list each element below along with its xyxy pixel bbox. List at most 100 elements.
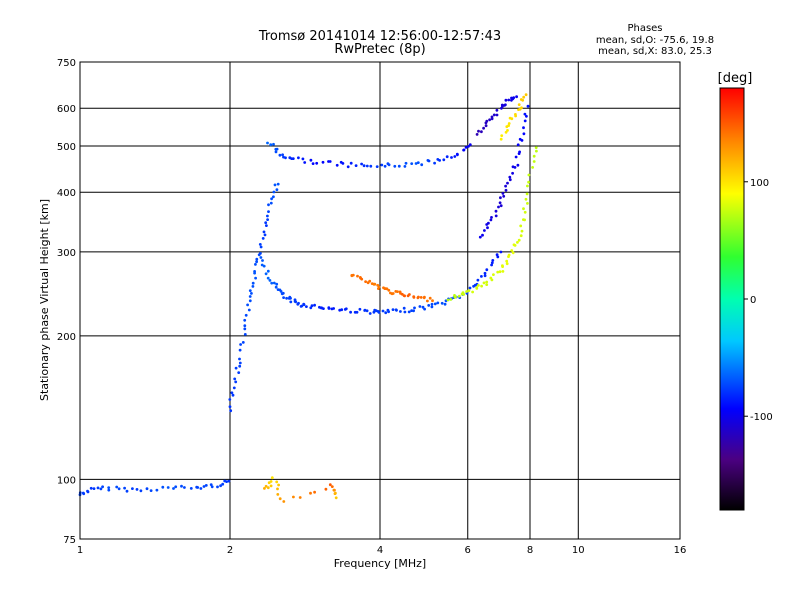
data-point: [238, 348, 242, 352]
data-point: [427, 159, 431, 163]
data-point: [511, 251, 515, 255]
data-point: [462, 293, 466, 296]
data-point: [251, 285, 255, 288]
data-point: [499, 196, 502, 200]
data-point: [421, 305, 425, 309]
data-point: [313, 303, 316, 307]
data-point: [404, 161, 408, 165]
data-point: [480, 130, 483, 134]
data-point: [455, 152, 459, 156]
data-point: [269, 480, 273, 483]
data-point: [400, 292, 404, 296]
data-point: [513, 244, 517, 247]
data-point: [349, 161, 353, 165]
data-point: [125, 489, 129, 493]
data-point: [289, 300, 293, 304]
data-point: [525, 192, 529, 196]
data-point: [255, 260, 258, 264]
data-point: [514, 155, 518, 159]
colorbar-ticks: 100 0 -100: [744, 178, 773, 423]
data-point: [275, 480, 279, 484]
data-point: [522, 207, 525, 211]
data-point: [462, 148, 466, 152]
data-point: [535, 149, 538, 153]
data-point: [526, 104, 530, 108]
data-point: [358, 307, 362, 311]
y-tick-label: 200: [57, 332, 76, 343]
data-point: [272, 195, 275, 199]
data-point: [500, 103, 504, 107]
data-point: [508, 175, 512, 179]
data-point: [251, 281, 255, 285]
data-point: [272, 281, 276, 285]
data-point: [475, 133, 479, 136]
data-point: [427, 304, 431, 307]
data-point: [263, 233, 267, 237]
data-point: [391, 308, 395, 311]
data-point: [341, 162, 345, 165]
data-point: [272, 190, 276, 194]
plot-frame: [79, 61, 681, 540]
data-point: [506, 129, 509, 132]
data-point: [263, 487, 266, 490]
data-point: [383, 164, 387, 168]
data-point: [265, 224, 268, 228]
data-point: [328, 160, 332, 163]
data-point: [309, 306, 313, 310]
data-point: [243, 318, 247, 322]
chart-subtitle: RwPretec (8p): [334, 42, 425, 57]
data-point: [349, 310, 352, 314]
data-point: [278, 497, 282, 501]
data-point: [485, 119, 489, 123]
data-point: [423, 307, 426, 311]
data-point: [522, 132, 526, 136]
data-point: [258, 243, 262, 246]
data-point: [420, 163, 424, 167]
x-tick-label: 4: [377, 545, 383, 556]
y-axis-label: Stationary phase Virtual Height [km]: [38, 199, 51, 401]
data-point: [96, 486, 100, 490]
data-point: [261, 237, 265, 240]
data-point: [259, 256, 263, 259]
data-point: [145, 487, 149, 491]
data-point: [394, 290, 398, 293]
y-axis: 75 100 200 300 400 500 600 750: [57, 58, 76, 546]
data-point: [457, 294, 461, 298]
data-point: [237, 371, 241, 374]
data-point: [344, 307, 348, 311]
data-point: [511, 165, 515, 169]
data-point: [395, 308, 398, 312]
data-point: [202, 485, 206, 488]
data-point: [490, 263, 493, 267]
data-point: [516, 163, 520, 167]
data-point: [377, 287, 380, 290]
data-point: [254, 276, 257, 280]
data-point: [289, 296, 292, 300]
data-point: [275, 147, 279, 151]
data-point: [284, 156, 287, 160]
data-point: [123, 486, 126, 490]
data-point: [309, 491, 312, 495]
data-point: [477, 129, 480, 133]
data-point: [440, 301, 444, 305]
data-point: [278, 153, 282, 157]
data-point: [507, 253, 511, 257]
data-point: [501, 270, 505, 273]
data-point: [180, 484, 183, 488]
data-point: [303, 161, 307, 164]
data-point: [264, 221, 268, 225]
data-point: [527, 173, 531, 177]
data-point: [291, 157, 295, 161]
data-point: [267, 203, 270, 207]
data-point: [498, 270, 502, 274]
data-point: [480, 284, 483, 288]
data-point: [161, 485, 165, 489]
data-point: [436, 301, 440, 305]
data-point: [510, 117, 514, 121]
data-point: [419, 296, 423, 299]
data-point: [131, 487, 134, 490]
data-point: [269, 484, 273, 488]
data-point: [476, 278, 480, 282]
data-point: [532, 160, 536, 163]
data-point: [248, 299, 252, 303]
